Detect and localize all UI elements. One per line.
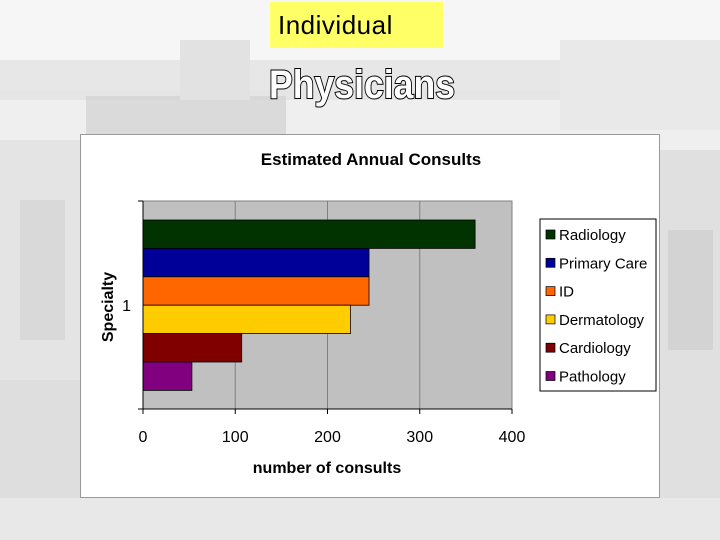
bar-primary-care <box>142 248 370 278</box>
legend-label: Cardiology <box>559 340 631 357</box>
page-title-text: Physicians <box>269 63 455 107</box>
bar-dermatology <box>142 304 351 334</box>
legend-swatch <box>545 257 556 268</box>
bar-pathology <box>142 361 193 391</box>
y-axis-title: Specialty <box>100 272 117 342</box>
x-axis: 0 100 200 300 400 <box>139 408 526 446</box>
x-tick-label: 100 <box>222 429 249 446</box>
legend: Radiology Primary Care ID Dermatology Cardio… <box>539 218 657 392</box>
header-label: Individual <box>270 2 443 48</box>
bar-id <box>142 276 370 306</box>
y-category-label: 1 <box>122 298 131 315</box>
chart-panel: Estimated Annual Consults 0 100 200 300 400 … <box>80 134 660 498</box>
legend-box <box>539 218 657 392</box>
legend-swatch <box>545 371 556 381</box>
legend-label: ID <box>559 284 574 301</box>
chart-title: Estimated Annual Consults <box>261 150 481 169</box>
bars <box>142 219 476 391</box>
legend-label: Dermatology <box>559 312 645 329</box>
x-tick-label: 300 <box>406 429 433 446</box>
legend-swatch <box>545 342 556 353</box>
legend-swatch <box>545 314 556 325</box>
bar-radiology <box>142 219 476 249</box>
x-tick-label: 400 <box>499 429 526 446</box>
legend-swatch <box>545 229 556 240</box>
x-tick-label: 0 <box>139 429 148 446</box>
x-tick-label: 200 <box>314 429 341 446</box>
y-axis: 1 <box>122 200 144 410</box>
legend-swatch <box>545 286 556 296</box>
legend-label: Pathology <box>559 369 626 386</box>
x-axis-title: number of consults <box>253 460 402 477</box>
legend-label: Radiology <box>559 227 626 244</box>
page-title: Physicians <box>268 62 456 108</box>
bar-cardiology <box>142 333 243 363</box>
legend-label: Primary Care <box>559 255 647 272</box>
bar-chart: Estimated Annual Consults 0 100 200 300 400 … <box>100 150 657 477</box>
